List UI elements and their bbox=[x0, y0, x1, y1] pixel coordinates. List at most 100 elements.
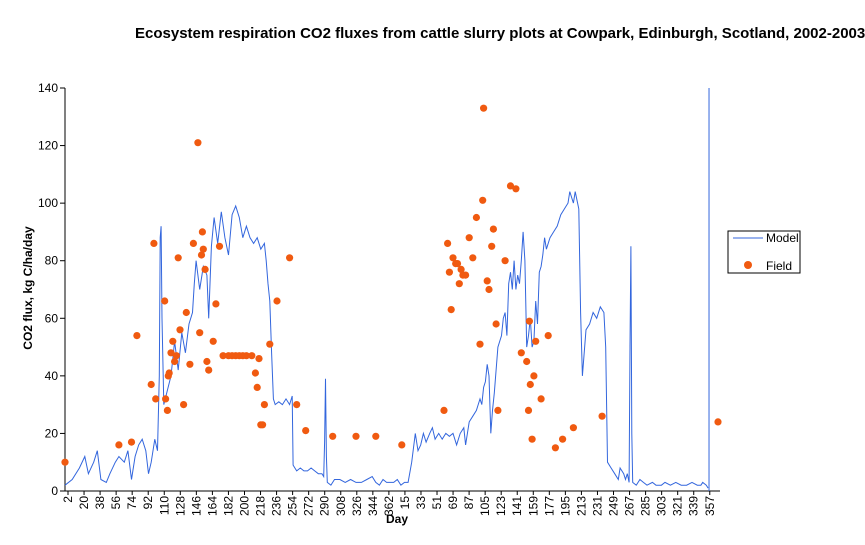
field-point bbox=[372, 432, 380, 440]
field-point bbox=[198, 228, 206, 236]
field-point bbox=[465, 234, 473, 242]
field-point bbox=[501, 257, 509, 265]
field-point bbox=[293, 401, 301, 409]
field-point bbox=[455, 280, 463, 288]
field-point bbox=[530, 372, 538, 380]
field-point bbox=[203, 357, 211, 366]
field-point bbox=[147, 380, 155, 389]
model-line bbox=[64, 191, 709, 489]
x-tick-label: 326 bbox=[350, 496, 364, 516]
field-point bbox=[172, 352, 180, 360]
field-point bbox=[476, 340, 484, 348]
y-tick-label: 100 bbox=[38, 196, 58, 210]
x-tick-label: 267 bbox=[623, 496, 637, 516]
field-point bbox=[251, 369, 259, 377]
field-point bbox=[189, 239, 197, 247]
x-tick-label: 20 bbox=[77, 496, 91, 510]
x-tick-label: 74 bbox=[125, 496, 139, 510]
field-point bbox=[398, 441, 406, 449]
field-point bbox=[537, 395, 545, 403]
x-tick-label: 128 bbox=[173, 496, 187, 516]
field-point bbox=[152, 395, 160, 403]
field-point bbox=[163, 406, 171, 414]
x-tick-label: 87 bbox=[462, 496, 476, 510]
field-point bbox=[462, 271, 470, 279]
field-point bbox=[483, 277, 491, 285]
x-tick-label: 110 bbox=[157, 496, 171, 515]
x-tick-label: 249 bbox=[607, 496, 621, 516]
field-point bbox=[176, 326, 184, 334]
legend-field-label: Field bbox=[766, 259, 792, 273]
field-series bbox=[61, 104, 722, 466]
field-point bbox=[528, 435, 536, 443]
field-point bbox=[174, 254, 182, 262]
field-point bbox=[569, 424, 578, 432]
field-point bbox=[219, 352, 227, 360]
x-tick-label: 15 bbox=[398, 496, 412, 510]
y-ticks: 0 20 40 60 80 100 120 140 bbox=[38, 81, 65, 498]
legend: Model Field bbox=[727, 230, 801, 274]
field-point bbox=[133, 332, 141, 340]
field-point bbox=[479, 196, 487, 204]
x-ticks: 2 20 38 56 74 92 110 128 146 164 182 200 218 236 254 27… bbox=[61, 491, 717, 516]
field-point bbox=[115, 441, 123, 449]
field-point bbox=[165, 369, 173, 377]
field-point bbox=[162, 395, 170, 403]
field-point bbox=[444, 239, 452, 247]
x-tick-label: 357 bbox=[703, 496, 717, 516]
x-tick-label: 159 bbox=[526, 496, 540, 516]
legend-field-swatch bbox=[744, 261, 752, 269]
field-point bbox=[488, 242, 496, 250]
y-tick-label: 120 bbox=[38, 139, 58, 153]
y-axis-label: CO2 flux, kg C/ha/day bbox=[21, 226, 35, 350]
x-tick-label: 218 bbox=[254, 496, 268, 516]
field-point bbox=[449, 254, 457, 262]
x-tick-label: 290 bbox=[318, 496, 332, 516]
y-tick-label: 60 bbox=[45, 311, 59, 325]
field-point bbox=[127, 438, 136, 446]
field-point bbox=[194, 139, 202, 147]
field-point bbox=[253, 383, 261, 391]
x-tick-label: 231 bbox=[590, 496, 604, 516]
field-point bbox=[485, 285, 493, 294]
field-point bbox=[517, 349, 525, 357]
x-tick-label: 344 bbox=[366, 496, 380, 516]
field-point bbox=[266, 340, 274, 348]
x-tick-label: 339 bbox=[687, 496, 701, 516]
x-tick-label: 69 bbox=[446, 496, 460, 510]
x-tick-label: 308 bbox=[334, 496, 348, 516]
field-point bbox=[259, 421, 267, 429]
field-point bbox=[182, 308, 190, 317]
field-point bbox=[169, 337, 177, 345]
field-point bbox=[440, 406, 448, 414]
x-tick-label: 362 bbox=[382, 496, 396, 516]
x-tick-label: 272 bbox=[302, 496, 316, 516]
field-point bbox=[171, 357, 179, 366]
x-tick-label: 33 bbox=[414, 496, 428, 510]
field-point bbox=[526, 380, 534, 389]
field-point bbox=[209, 337, 217, 345]
x-axis-label: Day bbox=[386, 512, 408, 526]
x-tick-label: 141 bbox=[510, 496, 524, 516]
x-tick-label: 146 bbox=[189, 496, 203, 516]
field-point bbox=[286, 254, 294, 262]
x-tick-label: 123 bbox=[494, 496, 508, 516]
field-point bbox=[492, 320, 500, 328]
y-tick-label: 40 bbox=[45, 369, 59, 383]
field-point bbox=[457, 265, 465, 273]
field-point bbox=[201, 265, 209, 273]
field-point bbox=[180, 401, 188, 409]
field-point bbox=[714, 418, 722, 426]
field-point bbox=[472, 213, 480, 222]
x-tick-label: 200 bbox=[237, 496, 251, 516]
field-point bbox=[186, 360, 194, 368]
field-point bbox=[447, 306, 455, 314]
field-point bbox=[273, 297, 281, 305]
x-tick-label: 285 bbox=[639, 496, 653, 516]
field-point bbox=[167, 349, 175, 357]
field-point bbox=[205, 366, 213, 374]
field-point bbox=[469, 254, 477, 262]
field-point bbox=[532, 337, 540, 345]
field-point bbox=[255, 355, 263, 363]
